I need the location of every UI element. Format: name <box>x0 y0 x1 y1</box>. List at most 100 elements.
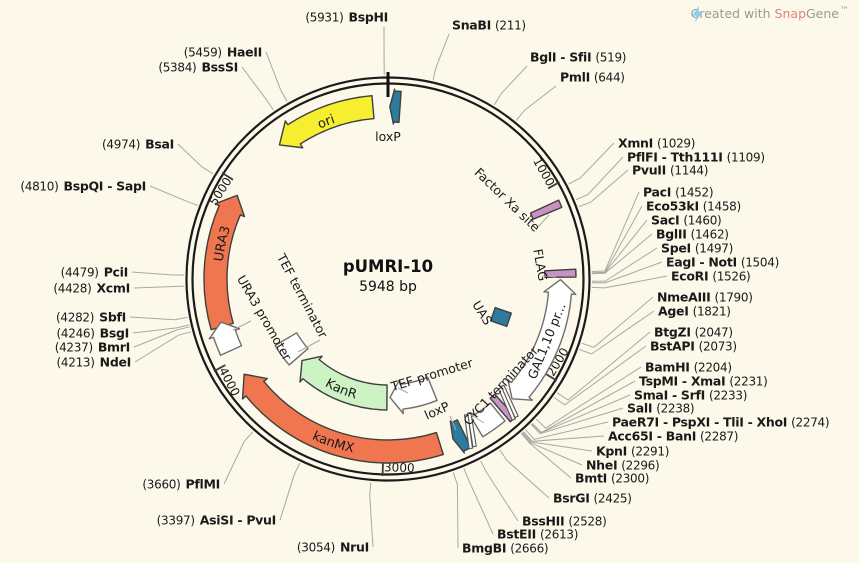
feature-factor-xa-site[interactable] <box>529 199 563 220</box>
leader-line <box>521 432 583 466</box>
leader-line <box>499 449 550 499</box>
leader-line <box>480 460 519 522</box>
leader-line <box>591 247 658 282</box>
site-label-BglII[interactable]: BglII (1462) <box>656 227 729 242</box>
site-label-BspQI-SapI[interactable]: (4810) BspQI - SapI <box>20 179 146 194</box>
leader-line <box>557 331 651 401</box>
site-label-BspHI[interactable]: (5931) BspHI <box>305 10 388 25</box>
leader-line <box>568 142 615 185</box>
feature-KanR[interactable] <box>299 355 388 411</box>
leader-line <box>531 394 631 434</box>
site-label-PacI[interactable]: PacI (1452) <box>643 185 714 200</box>
site-label-BmgBI[interactable]: BmgBI (2666) <box>462 541 549 556</box>
feature-ori[interactable] <box>278 95 375 149</box>
site-label-SacI[interactable]: SacI (1460) <box>651 213 722 228</box>
site-label-HaeII[interactable]: (5459) HaeII <box>184 45 263 60</box>
feature-UAS[interactable] <box>489 306 513 328</box>
site-label-NheI[interactable]: NheI (2296) <box>586 458 660 473</box>
feature-kanMX[interactable] <box>241 373 445 464</box>
site-label-BsaI[interactable]: (4974) BsaI <box>102 137 174 152</box>
leader-line <box>520 433 572 479</box>
leader-line <box>581 296 654 348</box>
feature-break-mark <box>463 413 474 450</box>
site-label-PciI[interactable]: (4479) PciI <box>61 265 129 280</box>
site-label-BglI-SfiI[interactable]: BglI - SfiI (519) <box>530 50 626 65</box>
site-label-BstEII[interactable]: BstEII (2613) <box>497 527 578 542</box>
tick-mark <box>547 181 560 190</box>
site-label-PflFI-Tth111I[interactable]: PflFI - Tth111I (1109) <box>627 150 765 165</box>
site-label-PmlI[interactable]: PmlI (644) <box>560 70 625 85</box>
site-label-SpeI[interactable]: SpeI (1497) <box>661 241 733 256</box>
site-label-TspMI-XmaI[interactable]: TspMI - XmaI (2231) <box>639 374 768 389</box>
site-label-NmeAIII[interactable]: NmeAIII (1790) <box>657 290 753 305</box>
site-label-BssSI[interactable]: (5384) BssSI <box>158 60 238 75</box>
plasmid-name[interactable]: pUMRI-10 <box>342 257 434 277</box>
tick-mark <box>221 172 234 181</box>
leader-line <box>591 261 663 284</box>
feature-URA3-promoter[interactable] <box>208 321 243 356</box>
site-label-AgeI[interactable]: AgeI (1821) <box>658 304 731 319</box>
site-label-BmtI[interactable]: BmtI (2300) <box>575 471 649 486</box>
feature-FLAG-tag[interactable] <box>544 268 577 279</box>
feature-TEF-promoter[interactable] <box>389 376 438 415</box>
leader-line <box>525 421 609 440</box>
watermark: Created with SnapGene™ <box>691 6 849 22</box>
site-label-SnaBI[interactable]: SnaBI (211) <box>452 18 526 33</box>
leader-line <box>232 320 252 331</box>
site-label-BsgI[interactable]: (4246) BsgI <box>57 326 130 341</box>
feature-label-FLAG[interactable]: FLAG <box>530 248 550 283</box>
site-label-BssHII[interactable]: BssHII (2528) <box>522 514 607 529</box>
watermark-brand-snap: Snap <box>774 6 806 22</box>
site-label-PaeR7I-PspXI-TliI-XhoI[interactable]: PaeR7I - PspXI - TliI - XhoI (2274) <box>612 415 830 430</box>
site-label-Acc65I-BanI[interactable]: Acc65I - BanI (2287) <box>608 429 738 444</box>
feature-loxP-top[interactable] <box>389 88 402 125</box>
leader-line <box>297 339 321 353</box>
site-label-NruI[interactable]: (3054) NruI <box>297 540 369 555</box>
site-label-PflMI[interactable]: (3660) PflMI <box>142 477 220 492</box>
tick-mark <box>213 364 226 372</box>
site-label-XcmI[interactable]: (4428) XcmI <box>53 281 130 296</box>
feature-GAL1-10-promoter[interactable] <box>507 278 577 401</box>
site-label-SalI[interactable]: SalI (2238) <box>627 401 695 416</box>
leader-line <box>463 468 494 535</box>
site-label-SmaI-SrfI[interactable]: SmaI - SrfI (2233) <box>634 388 747 403</box>
site-label-BsrGI[interactable]: BsrGI (2425) <box>553 491 632 506</box>
tick-mark <box>545 373 558 382</box>
leader-line <box>369 482 374 548</box>
site-label-XmnI[interactable]: XmnI (1029) <box>618 136 695 151</box>
leader-line <box>452 472 459 549</box>
site-label-BtgZI[interactable]: BtgZI (2047) <box>654 325 733 340</box>
site-label-AsiSI-PvuI[interactable]: (3397) AsiSI - PvuI <box>157 513 277 528</box>
leader-line <box>132 324 190 334</box>
leader-line <box>536 214 550 229</box>
feature-label-ori[interactable]: ori <box>315 112 336 132</box>
tick-label: 3000 <box>384 460 415 475</box>
site-label-Eco53kI[interactable]: Eco53kI (1458) <box>646 199 741 214</box>
title-block: pUMRI-10 5948 bp <box>343 257 433 295</box>
site-label-BstAPI[interactable]: BstAPI (2073) <box>650 339 737 354</box>
site-label-BamHI[interactable]: BamHI (2204) <box>645 360 732 375</box>
watermark-brand-gene: Gene <box>806 6 839 22</box>
leader-line <box>397 387 409 394</box>
leader-line <box>223 431 254 485</box>
leader-line <box>149 185 198 206</box>
plasmid-size: 5948 bp <box>359 279 417 296</box>
site-label-KpnI[interactable]: KpnI (2291) <box>596 444 669 459</box>
feature-label-loxP[interactable]: loxP <box>375 129 401 144</box>
leader-line <box>177 143 214 175</box>
site-label-EcoRI[interactable]: EcoRI (1526) <box>671 269 751 284</box>
site-label-BmrI[interactable]: (4237) BmrI <box>55 340 131 355</box>
watermark-tm: ™ <box>840 6 849 16</box>
site-label-EagI-NotI[interactable]: EagI - NotI (1504) <box>666 255 779 270</box>
leader-line <box>129 316 188 321</box>
snapgene-logo-icon <box>691 6 703 22</box>
site-label-SbfI[interactable]: (4282) SbfI <box>56 310 126 325</box>
leader-line <box>432 33 450 81</box>
site-label-NdeI[interactable]: (4213) NdeI <box>57 355 132 370</box>
site-label-PvuII[interactable]: PvuII (1144) <box>632 163 708 178</box>
feature-URA3[interactable] <box>203 194 246 331</box>
leader-line <box>493 65 528 106</box>
leader-line <box>522 431 593 452</box>
